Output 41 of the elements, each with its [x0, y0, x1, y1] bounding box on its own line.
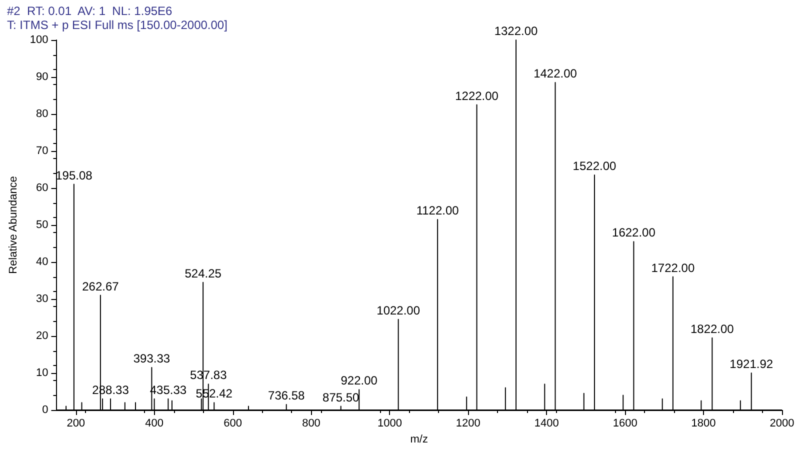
x-tick-label: 400: [145, 418, 164, 430]
y-tick-label: 100: [30, 34, 48, 46]
chart-subtitle: T: ITMS + p ESI Full ms [150.00-2000.00]: [7, 18, 228, 32]
y-tick-label: 80: [36, 108, 48, 120]
annotation: 262.67: [82, 279, 120, 294]
annotation: 1522.00: [572, 159, 616, 174]
y-tick-label: 90: [36, 71, 48, 83]
annotation: 1022.00: [376, 303, 420, 318]
annotation: 393.33: [133, 351, 170, 366]
y-tick-label: 0: [42, 404, 48, 416]
x-tick-label: 1800: [691, 418, 716, 430]
x-tick-label: 2000: [770, 418, 794, 430]
annotation: 1122.00: [416, 203, 460, 218]
annotation: 1322.00: [494, 24, 538, 38]
y-tick-label: 30: [36, 293, 48, 305]
x-tick-label: 600: [224, 418, 242, 430]
x-tick-label: 800: [302, 418, 320, 430]
x-tick-label: 200: [66, 418, 86, 430]
y-tick-label: 70: [36, 145, 48, 157]
annotation: 524.25: [184, 266, 222, 280]
y-tick-label: 40: [36, 256, 48, 268]
y-tick-label: 10: [36, 367, 48, 379]
annotation: 1722.00: [651, 260, 695, 275]
y-axis-title: Relative Abundance: [8, 176, 20, 274]
annotation: 195.08: [56, 168, 93, 182]
x-tick-label: 1600: [612, 418, 638, 430]
annotation: 1222.00: [455, 88, 499, 103]
x-tick-label: 1200: [456, 418, 480, 430]
x-tick-label: 1400: [534, 418, 559, 430]
annotation: 1921.92: [730, 357, 774, 371]
y-tick-label: 50: [36, 219, 48, 231]
annotation: 1822.00: [690, 322, 734, 336]
annotation: 736.58: [268, 388, 306, 402]
annotation: 922.00: [340, 374, 378, 388]
x-axis-title: m/z: [410, 434, 428, 446]
y-tick-label: 60: [36, 182, 48, 194]
chart-title: #2 RT: 0.01 AV: 1 NL: 1.95E6: [7, 4, 173, 18]
y-tick-label: 20: [36, 330, 48, 342]
x-tick-label: 1000: [377, 418, 402, 430]
annotation: 1622.00: [612, 226, 656, 240]
annotation: 1422.00: [534, 66, 578, 81]
